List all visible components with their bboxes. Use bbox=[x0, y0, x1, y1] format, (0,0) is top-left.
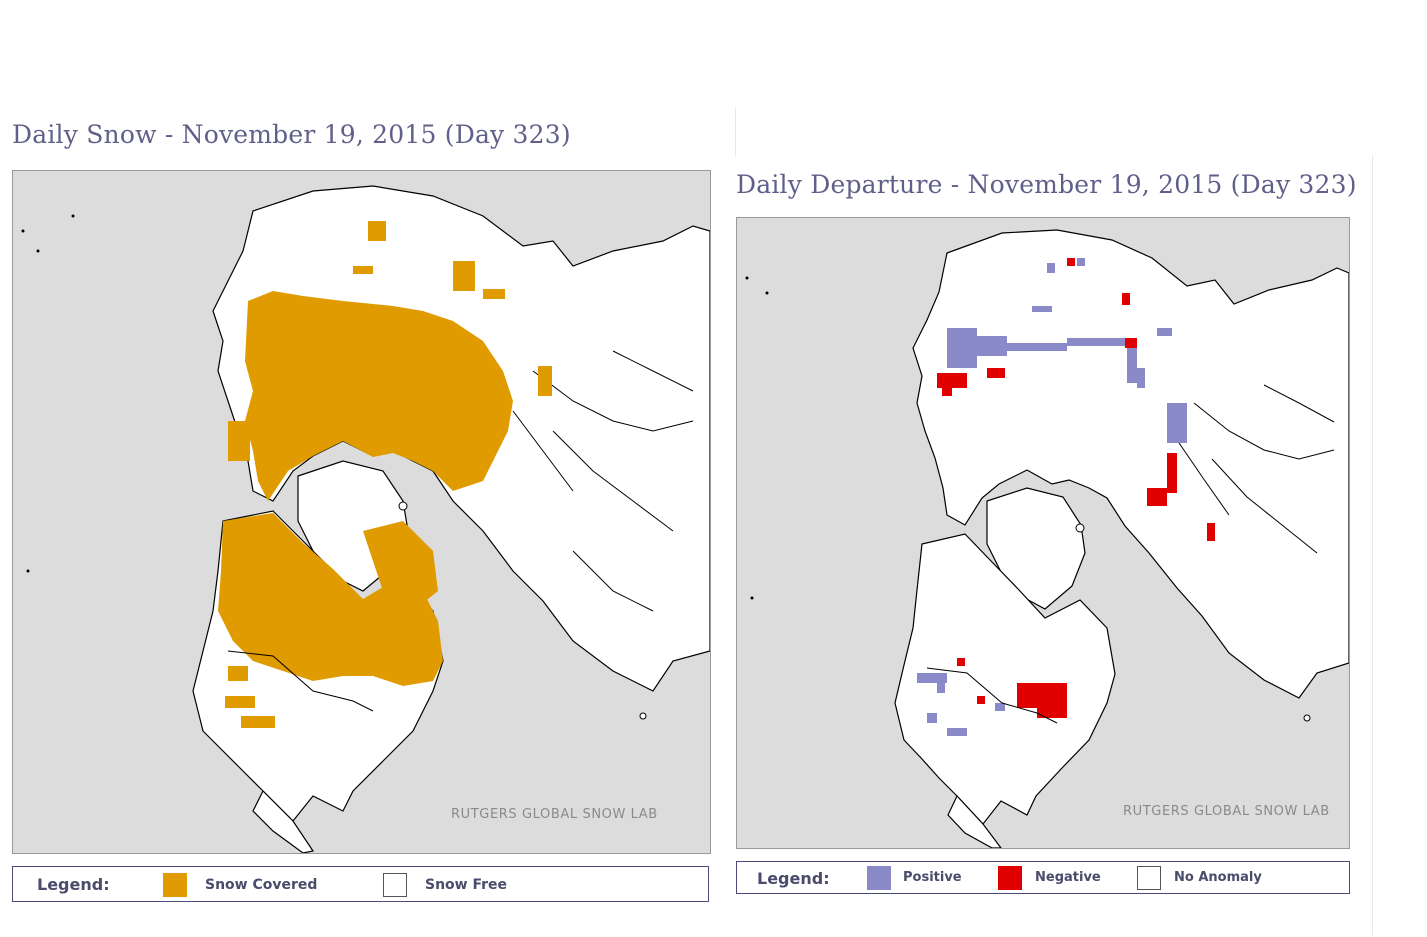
map-credit: RUTGERS GLOBAL SNOW LAB bbox=[451, 807, 658, 822]
eurasia-snow-cover bbox=[245, 291, 513, 501]
legend-label-no-anomaly: No Anomaly bbox=[1174, 870, 1262, 885]
snow-map-title: Daily Snow - November 19, 2015 (Day 323) bbox=[12, 120, 571, 149]
snow-departure-map: RUTGERS GLOBAL SNOW LAB bbox=[736, 217, 1350, 849]
negative-anomaly-cells bbox=[937, 258, 1215, 718]
map-credit: RUTGERS GLOBAL SNOW LAB bbox=[1123, 804, 1330, 819]
legend-label-negative: Negative bbox=[1035, 870, 1101, 885]
legend-title: Legend: bbox=[37, 875, 110, 894]
north-america bbox=[894, 533, 1116, 825]
greenland bbox=[986, 487, 1086, 610]
north-america-snow-cover bbox=[218, 513, 443, 686]
legend-swatch-snow-covered bbox=[163, 873, 187, 897]
legend-swatch-negative bbox=[998, 866, 1022, 890]
separator bbox=[735, 108, 736, 156]
legend-swatch-snow-free bbox=[383, 873, 407, 897]
separator bbox=[1372, 155, 1373, 935]
legend-label-snow-free: Snow Free bbox=[425, 877, 508, 893]
legend-title: Legend: bbox=[757, 869, 830, 888]
legend-swatch-positive bbox=[867, 866, 891, 890]
snow-cover-map: RUTGERS GLOBAL SNOW LAB bbox=[12, 170, 711, 854]
departure-map-legend: Legend: Positive Negative No Anomaly bbox=[736, 861, 1350, 894]
snow-departure-map-svg bbox=[737, 218, 1349, 848]
departure-map-title: Daily Departure - November 19, 2015 (Day… bbox=[736, 170, 1357, 199]
legend-swatch-no-anomaly bbox=[1137, 866, 1161, 890]
snow-map-legend: Legend: Snow Covered Snow Free bbox=[12, 866, 709, 902]
legend-label-positive: Positive bbox=[903, 870, 962, 885]
positive-anomaly-cells bbox=[917, 258, 1187, 736]
legend-label-snow-covered: Snow Covered bbox=[205, 877, 318, 893]
snow-cover-map-svg bbox=[13, 171, 710, 853]
